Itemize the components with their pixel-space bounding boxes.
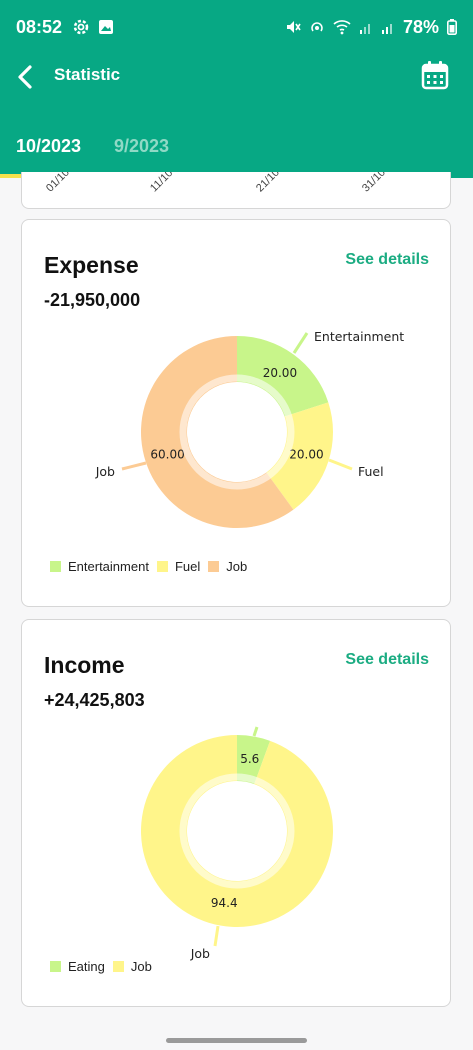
income-legend-item[interactable]: Job	[112, 959, 152, 974]
mute-icon	[286, 21, 301, 33]
income-slice-eating[interactable]	[237, 735, 271, 785]
status-bar: 08:52 78%	[0, 0, 473, 54]
income-card: Income +24,425,803 See details 5.6 94.4 Jo…	[21, 619, 451, 1007]
battery-percent: 78%	[402, 16, 439, 37]
expense-donut-chart: 20.00 Entertainment 20.00 Fuel 60.00 Job	[95, 329, 404, 528]
wifi-icon	[333, 20, 351, 35]
status-icons-right: 78%	[285, 17, 457, 38]
tab-9-2023[interactable]: 9/2023	[114, 136, 170, 156]
expense-slice-value-label: 20.00	[289, 448, 323, 462]
expense-slice-entertainment[interactable]	[237, 336, 329, 417]
chevron-left-icon[interactable]	[12, 62, 42, 92]
income-slice-value-label: 5.6	[240, 752, 259, 766]
month-tabs: 10/2023 9/2023	[0, 122, 473, 178]
income-see-details-link[interactable]: See details	[345, 651, 429, 668]
top-app-bar: Statistic	[0, 52, 473, 102]
gear-icon	[73, 19, 89, 35]
expense-slice-name-label: Fuel	[358, 464, 384, 479]
expense-legend-item[interactable]: Fuel	[156, 559, 201, 574]
app-header: 08:52 78% Statistic 10/2023 9/2023	[0, 0, 473, 178]
gesture-nav-handle[interactable]	[166, 1038, 307, 1043]
hotspot-icon	[311, 22, 323, 32]
x-tick-label: 11/10	[148, 172, 176, 195]
battery-icon	[447, 19, 457, 35]
signal-icon	[359, 24, 370, 34]
expense-legend-item[interactable]: Entertainment	[50, 559, 149, 574]
expense-legend-label: Fuel	[174, 559, 201, 574]
expense-slice-value-label: 20.00	[263, 366, 297, 380]
expense-leader-line	[121, 461, 147, 471]
income-legend-swatch	[112, 961, 124, 972]
expense-legend-swatch	[208, 561, 220, 572]
expense-legend-item[interactable]: Job	[208, 559, 247, 574]
calendar-icon[interactable]	[421, 60, 449, 90]
expense-legend: Entertainment Fuel Job	[50, 559, 255, 574]
expense-slice-name-label: Job	[95, 464, 115, 479]
timeline-x-axis: 01/10 11/10 21/10 31/10	[22, 172, 450, 195]
expense-legend-label: Entertainment	[68, 559, 149, 574]
income-slice-value-label: 94.4	[211, 896, 238, 910]
x-tick-label: 31/10	[360, 172, 388, 195]
income-leader-line	[252, 726, 259, 737]
income-donut-chart: 5.6 94.4 Job	[141, 726, 333, 961]
income-slice-job[interactable]	[141, 735, 333, 927]
income-slice-name-label: Job	[190, 946, 210, 961]
income-inner-ring	[179, 773, 295, 889]
expense-amount: -21,950,000	[44, 290, 141, 310]
expense-legend-swatch	[50, 561, 61, 572]
expense-slice-name-label: Entertainment	[314, 329, 404, 344]
income-legend-label: Eating	[68, 959, 105, 974]
income-legend-item[interactable]: Eating	[50, 959, 105, 974]
expense-card: Expense -21,950,000 See details 20.00 Ent…	[21, 219, 451, 607]
x-tick-label: 01/10	[44, 172, 72, 195]
income-leader-line	[213, 925, 220, 947]
image-icon	[99, 20, 114, 34]
expense-title: Expense	[44, 252, 139, 278]
income-amount: +24,425,803	[44, 690, 145, 710]
expense-slice-value-label: 60.00	[150, 448, 184, 462]
expense-inner-ring	[179, 374, 295, 490]
status-time: 08:52	[16, 16, 63, 37]
income-legend-swatch	[50, 961, 61, 972]
signal-icon	[381, 24, 392, 34]
status-icons-left	[72, 18, 114, 36]
timeline-chart-card: 01/10 11/10 21/10 31/10	[21, 172, 451, 209]
expense-see-details-link[interactable]: See details	[345, 251, 429, 268]
income-legend-label: Job	[130, 959, 152, 974]
tab-10-2023[interactable]: 10/2023	[16, 136, 82, 156]
expense-leader-line	[328, 458, 353, 471]
income-title: Income	[44, 652, 125, 678]
income-legend: Eating Job	[50, 959, 160, 974]
expense-slice-fuel[interactable]	[266, 402, 334, 510]
expense-legend-label: Job	[226, 559, 248, 574]
expense-legend-swatch	[156, 561, 168, 572]
expense-leader-line	[292, 332, 309, 354]
page-title: Statistic	[54, 65, 121, 84]
x-tick-label: 21/10	[254, 172, 282, 195]
